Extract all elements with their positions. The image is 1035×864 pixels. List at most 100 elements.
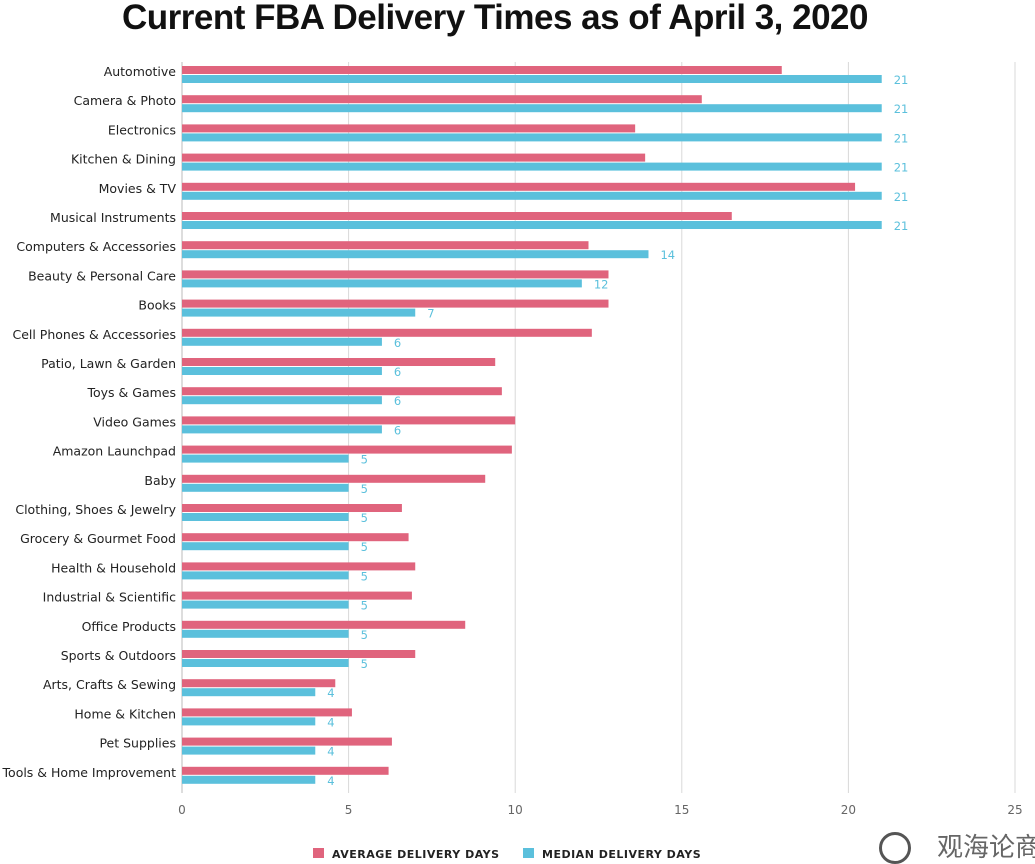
median-bar (182, 571, 349, 579)
category-label: Patio, Lawn & Garden (41, 356, 176, 371)
average-bar (182, 300, 608, 308)
median-data-label: 6 (394, 365, 401, 379)
median-data-label: 5 (361, 511, 368, 525)
median-bar (182, 484, 349, 492)
average-bar (182, 767, 389, 775)
median-data-label: 21 (894, 161, 909, 175)
median-bar (182, 367, 382, 375)
category-label: Books (138, 298, 176, 313)
median-data-label: 21 (894, 219, 909, 233)
category-label: Industrial & Scientific (43, 590, 176, 605)
median-data-label: 5 (361, 453, 368, 467)
median-bar (182, 396, 382, 404)
watermark: 观海论商 (879, 827, 1035, 864)
median-data-label: 5 (361, 540, 368, 554)
category-label: Health & Household (51, 560, 176, 575)
median-data-label: 6 (394, 394, 401, 408)
category-label: Movies & TV (99, 181, 177, 196)
category-label: Grocery & Gourmet Food (20, 531, 176, 546)
x-tick-label: 15 (674, 803, 689, 817)
average-bar (182, 270, 608, 278)
category-label: Amazon Launchpad (53, 444, 176, 459)
legend-average-label: AVERAGE DELIVERY DAYS (332, 848, 500, 858)
x-tick-label: 10 (508, 803, 523, 817)
legend-average-swatch (313, 848, 324, 858)
category-label: Cell Phones & Accessories (12, 327, 176, 342)
median-bar (182, 630, 349, 638)
median-data-label: 5 (361, 599, 368, 613)
category-label: Computers & Accessories (16, 239, 176, 254)
median-bar (182, 279, 582, 287)
average-bar (182, 504, 402, 512)
median-data-label: 5 (361, 569, 368, 583)
category-label: Electronics (108, 122, 176, 137)
legend-median-swatch (523, 848, 534, 858)
median-bar (182, 425, 382, 433)
median-bar (182, 309, 415, 317)
category-label: Arts, Crafts & Sewing (43, 677, 176, 692)
category-label: Camera & Photo (74, 93, 176, 108)
median-data-label: 14 (660, 248, 675, 262)
average-bar (182, 592, 412, 600)
median-data-label: 21 (894, 131, 909, 145)
median-bar (182, 747, 315, 755)
average-bar (182, 387, 502, 395)
median-data-label: 5 (361, 482, 368, 496)
median-data-label: 4 (327, 686, 334, 700)
median-bar (182, 75, 882, 83)
average-bar (182, 475, 485, 483)
average-bar (182, 212, 732, 220)
median-data-label: 6 (394, 423, 401, 437)
average-bar (182, 533, 409, 541)
median-data-label: 5 (361, 657, 368, 671)
average-bar (182, 124, 635, 132)
median-bar (182, 513, 349, 521)
median-data-label: 21 (894, 102, 909, 116)
x-tick-label: 20 (841, 803, 856, 817)
average-bar (182, 358, 495, 366)
category-label: Tools & Home Improvement (2, 765, 177, 780)
x-tick-label: 5 (345, 803, 353, 817)
median-data-label: 5 (361, 628, 368, 642)
category-label: Home & Kitchen (74, 706, 176, 721)
average-bar (182, 241, 589, 249)
average-bar (182, 446, 512, 454)
category-label: Sports & Outdoors (61, 648, 176, 663)
median-bar (182, 104, 882, 112)
watermark-text: 观海论商 (937, 833, 1035, 863)
median-bar (182, 659, 349, 667)
median-data-label: 4 (327, 774, 334, 788)
median-bar (182, 163, 882, 171)
average-bar (182, 154, 645, 162)
median-bar (182, 192, 882, 200)
median-data-label: 6 (394, 336, 401, 350)
category-label: Pet Supplies (99, 736, 176, 751)
median-data-label: 21 (894, 190, 909, 204)
median-bar (182, 455, 349, 463)
average-bar (182, 95, 702, 103)
median-bar (182, 542, 349, 550)
median-bar (182, 250, 648, 258)
median-data-label: 4 (327, 715, 334, 729)
average-bar (182, 66, 782, 74)
median-bar (182, 338, 382, 346)
average-bar (182, 416, 515, 424)
median-bar (182, 133, 882, 141)
category-label: Beauty & Personal Care (28, 268, 176, 283)
category-label: Office Products (82, 619, 176, 634)
category-label: Toys & Games (87, 385, 177, 400)
wechat-logo-icon (879, 832, 911, 864)
average-bar (182, 329, 592, 337)
median-data-label: 7 (427, 307, 434, 321)
category-label: Video Games (93, 414, 176, 429)
average-bar (182, 562, 415, 570)
category-label: Kitchen & Dining (71, 152, 176, 167)
average-bar (182, 650, 415, 658)
x-tick-label: 25 (1007, 803, 1022, 817)
average-bar (182, 679, 335, 687)
category-label: Musical Instruments (50, 210, 176, 225)
